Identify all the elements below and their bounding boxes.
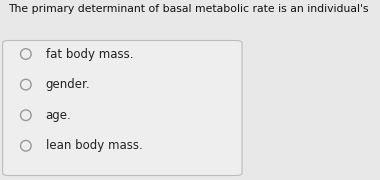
Ellipse shape [21,110,31,121]
Text: lean body mass.: lean body mass. [46,139,142,152]
FancyBboxPatch shape [3,40,242,176]
Ellipse shape [21,140,31,151]
Ellipse shape [21,49,31,59]
Text: gender.: gender. [46,78,90,91]
Text: The primary determinant of basal metabolic rate is an individual's: The primary determinant of basal metabol… [8,4,369,15]
Ellipse shape [21,79,31,90]
Text: fat body mass.: fat body mass. [46,48,133,60]
Text: age.: age. [46,109,71,122]
